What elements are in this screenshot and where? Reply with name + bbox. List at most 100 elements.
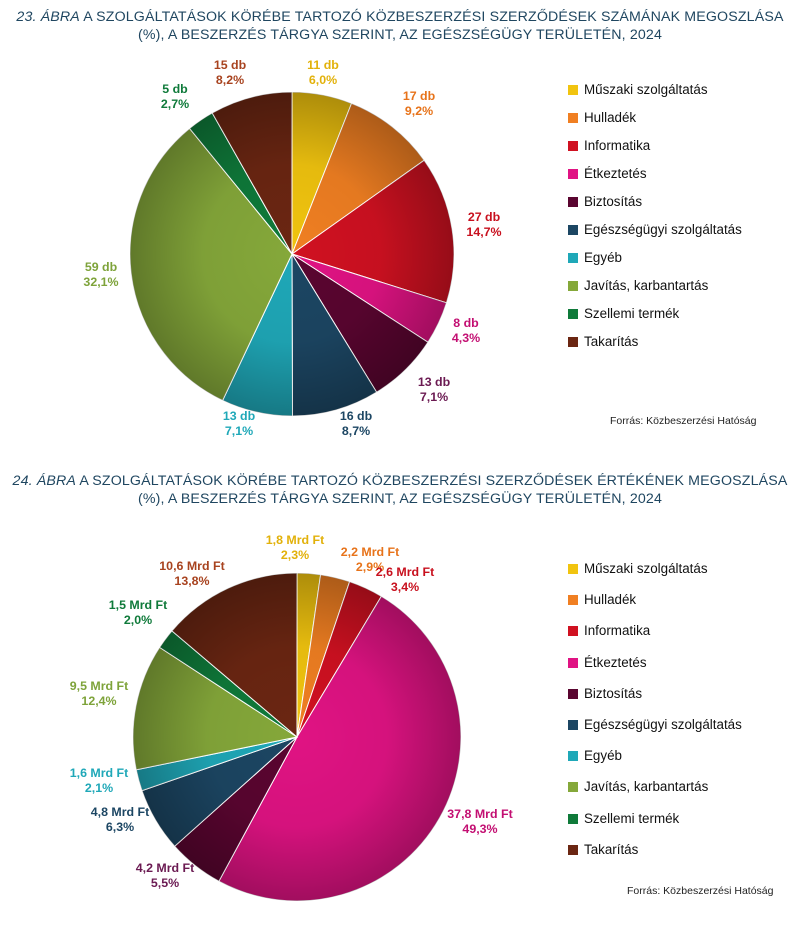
title-line-2: (%), A BESZERZÉS TÁRGYA SZERINT, AZ EGÉS… xyxy=(137,27,663,43)
data-label: 59 db 32,1% xyxy=(83,260,118,289)
legend-item: Egyéb xyxy=(568,748,742,764)
data-label-percent: 13,8% xyxy=(174,574,209,588)
data-label-percent: 7,1% xyxy=(225,424,253,438)
data-label: 2,2 Mrd Ft 2,9% xyxy=(341,545,400,574)
data-label: 4,8 Mrd Ft 6,3% xyxy=(91,805,150,834)
data-label-value: 9,5 Mrd Ft xyxy=(70,679,129,693)
source-note: Forrás: Közbeszerzési Hatóság xyxy=(610,415,757,427)
figure-24: 24. ÁBRA A SZOLGÁLTATÁSOK KÖRÉBE TARTOZÓ… xyxy=(0,464,800,928)
legend-swatch xyxy=(568,337,578,347)
data-label-percent: 2,1% xyxy=(85,781,113,795)
legend-item: Szellemi termék xyxy=(568,306,742,322)
data-label-value: 8 db xyxy=(453,316,479,330)
legend-swatch xyxy=(568,141,578,151)
data-label-percent: 12,4% xyxy=(81,694,116,708)
legend-swatch xyxy=(568,281,578,291)
legend-item: Biztosítás xyxy=(568,194,742,210)
legend-label: Műszaki szolgáltatás xyxy=(584,561,708,576)
figure-23: 23. ÁBRA A SZOLGÁLTATÁSOK KÖRÉBE TARTOZÓ… xyxy=(16,9,783,438)
data-label-percent: 49,3% xyxy=(462,822,497,836)
legend-swatch xyxy=(568,688,578,699)
legend-label: Javítás, karbantartás xyxy=(584,779,709,795)
legend: Műszaki szolgáltatás Hulladék Informatik… xyxy=(568,561,742,873)
data-label-percent: 5,5% xyxy=(151,876,179,890)
data-label-percent: 2,7% xyxy=(161,97,189,111)
legend-label: Szellemi termék xyxy=(584,306,680,321)
legend-label: Javítás, karbantartás xyxy=(584,278,709,293)
legend-label: Egyéb xyxy=(584,250,622,265)
data-label-value: 11 db xyxy=(307,58,339,72)
data-label: 27 db 14,7% xyxy=(466,210,501,239)
data-label: 1,5 Mrd Ft 2,0% xyxy=(109,598,168,627)
data-label: 16 db 8,7% xyxy=(340,409,373,438)
pie-chart: 1,8 Mrd Ft 2,3% 2,2 Mrd Ft 2,9%2,6 Mrd Ft 3,… xyxy=(70,533,513,902)
legend-item: Takarítás xyxy=(568,842,742,858)
data-label: 4,2 Mrd Ft 5,5% xyxy=(136,861,195,890)
legend-swatch xyxy=(568,253,578,263)
legend-item: Műszaki szolgáltatás xyxy=(568,561,742,577)
legend-item: Étkeztetés xyxy=(568,655,742,671)
data-label-value: 10,6 Mrd Ft xyxy=(159,559,224,573)
legend-swatch xyxy=(568,113,578,123)
legend-label: Hulladék xyxy=(584,110,637,125)
data-label-value: 13 db xyxy=(223,409,256,423)
legend-item: Egyéb xyxy=(568,250,742,266)
legend-label: Egyéb xyxy=(584,748,622,764)
data-label: 8 db 4,3% xyxy=(452,316,480,345)
legend-item: Egészségügyi szolgáltatás xyxy=(568,222,742,238)
legend-item: Műszaki szolgáltatás xyxy=(568,82,742,98)
data-label-value: 4,2 Mrd Ft xyxy=(136,861,195,875)
title-line-2: (%), A BESZERZÉS TÁRGYA SZERINT, AZ EGÉS… xyxy=(137,491,663,507)
legend-swatch xyxy=(568,813,578,824)
data-label: 15 db 8,2% xyxy=(214,58,247,87)
legend-label: Egészségügyi szolgáltatás xyxy=(584,716,742,732)
data-label-percent: 14,7% xyxy=(466,225,501,239)
data-label-percent: 32,1% xyxy=(83,275,118,289)
data-label-value: 27 db xyxy=(468,210,501,224)
data-label-value: 16 db xyxy=(340,409,373,423)
legend-label: Hulladék xyxy=(584,592,637,608)
data-label-percent: 6,0% xyxy=(309,73,337,87)
legend-label: Étkeztetés xyxy=(584,654,647,670)
data-label-percent: 2,0% xyxy=(124,613,152,627)
data-label-value: 5 db xyxy=(162,82,188,96)
data-label: 11 db 6,0% xyxy=(307,58,339,87)
data-label-value: 2,2 Mrd Ft xyxy=(341,545,400,559)
source-note: Forrás: Közbeszerzési Hatóság xyxy=(627,885,774,897)
data-label: 17 db 9,2% xyxy=(403,89,436,118)
data-label-percent: 3,4% xyxy=(391,580,419,594)
data-label-percent: 8,2% xyxy=(216,73,244,87)
legend-label: Egészségügyi szolgáltatás xyxy=(584,222,742,237)
data-label-value: 1,6 Mrd Ft xyxy=(70,766,129,780)
legend-item: Szellemi termék xyxy=(568,811,742,827)
data-label-value: 13 db xyxy=(418,375,451,389)
data-label-percent: 2,3% xyxy=(281,548,309,562)
legend-label: Étkeztetés xyxy=(584,166,647,181)
legend-item: Étkeztetés xyxy=(568,166,742,182)
legend-swatch xyxy=(568,782,578,793)
legend-item: Javítás, karbantartás xyxy=(568,779,742,795)
legend-label: Biztosítás xyxy=(584,194,643,209)
legend-label: Informatika xyxy=(584,138,651,153)
legend-item: Biztosítás xyxy=(568,686,742,702)
chart-title: 24. ÁBRA A SZOLGÁLTATÁSOK KÖRÉBE TARTOZÓ… xyxy=(0,472,800,508)
legend-item: Hulladék xyxy=(568,592,742,608)
legend: Műszaki szolgáltatás Hulladék Informatik… xyxy=(568,82,742,362)
legend-item: Egészségügyi szolgáltatás xyxy=(568,717,742,733)
legend-swatch xyxy=(568,85,578,95)
data-label-value: 15 db xyxy=(214,58,247,72)
data-label-value: 37,8 Mrd Ft xyxy=(447,807,512,821)
legend-swatch xyxy=(568,309,578,319)
legend-label: Biztosítás xyxy=(584,685,643,701)
legend-swatch xyxy=(568,225,578,235)
legend-swatch xyxy=(568,657,578,668)
legend-swatch xyxy=(568,595,578,606)
legend-label: Műszaki szolgáltatás xyxy=(584,82,708,97)
data-label-value: 17 db xyxy=(403,89,436,103)
data-label-value: 1,8 Mrd Ft xyxy=(266,533,325,547)
data-label: 10,6 Mrd Ft 13,8% xyxy=(159,559,224,588)
data-label: 5 db 2,7% xyxy=(161,82,189,111)
data-label: 1,8 Mrd Ft 2,3% xyxy=(266,533,325,562)
data-label: 1,6 Mrd Ft 2,1% xyxy=(70,766,129,795)
legend-item: Takarítás xyxy=(568,334,742,350)
